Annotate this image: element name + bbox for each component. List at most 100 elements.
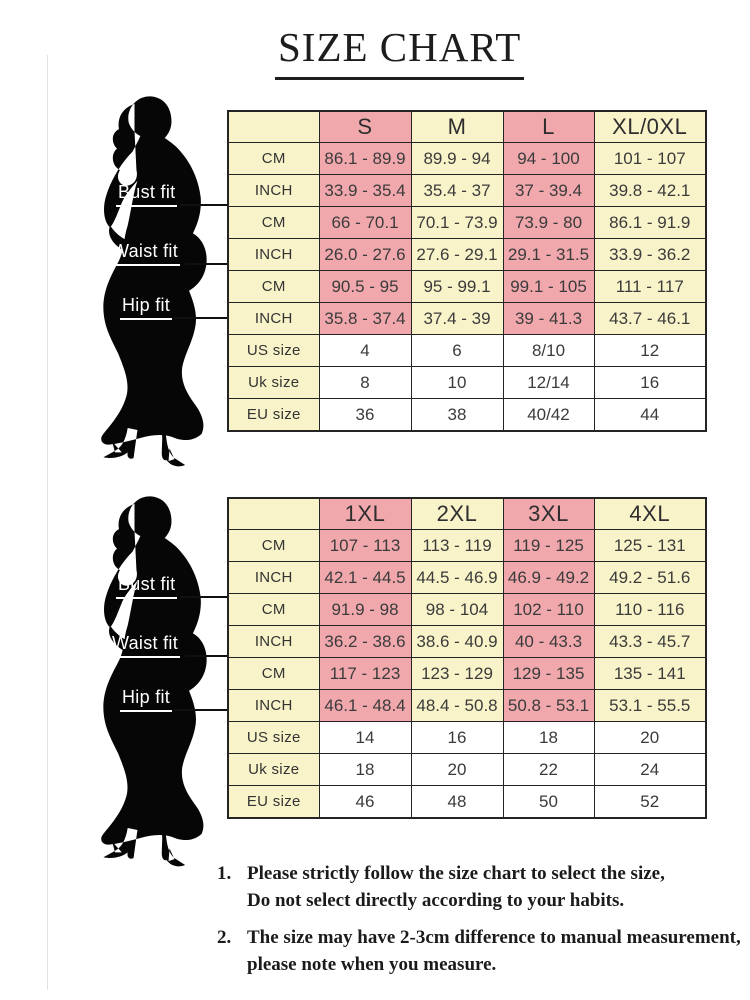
photo-edge-line: [47, 55, 48, 990]
size-value-cell: 40 - 43.3: [502, 625, 595, 658]
size-column-header: 2XL: [410, 497, 504, 530]
size-value-cell: 94 - 100: [502, 142, 595, 175]
size-value-cell: 46: [318, 785, 412, 819]
size-value-cell: 27.6 - 29.1: [410, 238, 504, 271]
table-row: INCH 36.2 - 38.6 38.6 - 40.9 40 - 43.3 43.3 …: [227, 625, 707, 658]
waist-fit-label: Waist fit: [110, 241, 181, 266]
hip-fit-label: Hip fit: [120, 687, 173, 712]
size-value-cell: 48.4 - 50.8: [410, 689, 504, 722]
table-row: CM 91.9 - 98 98 - 104 102 - 110 110 - 116: [227, 593, 707, 626]
size-value-cell: 107 - 113: [318, 529, 412, 562]
row-label: Uk size: [227, 366, 320, 399]
size-value-cell: 29.1 - 31.5: [502, 238, 595, 271]
row-label: CM: [227, 142, 320, 175]
table-row: Uk size 8 10 12/14 16: [227, 366, 707, 399]
size-value-cell: 10: [410, 366, 504, 399]
size-value-cell: 24: [593, 753, 707, 786]
size-column-header: M: [410, 110, 504, 143]
table-row: EU size 36 38 40/42 44: [227, 398, 707, 432]
corner-cell: [227, 110, 320, 143]
row-label: CM: [227, 657, 320, 690]
size-value-cell: 39.8 - 42.1: [593, 174, 707, 207]
table-row: INCH 33.9 - 35.4 35.4 - 37 37 - 39.4 39.8 - …: [227, 174, 707, 207]
size-value-cell: 37 - 39.4: [502, 174, 595, 207]
table-row: INCH 46.1 - 48.4 48.4 - 50.8 50.8 - 53.1 53.…: [227, 689, 707, 722]
size-value-cell: 36.2 - 38.6: [318, 625, 412, 658]
size-value-cell: 26.0 - 27.6: [318, 238, 412, 271]
size-value-cell: 35.4 - 37: [410, 174, 504, 207]
size-column-header: 4XL: [593, 497, 707, 530]
size-column-header: L: [502, 110, 595, 143]
size-value-cell: 12/14: [502, 366, 595, 399]
row-label: CM: [227, 529, 320, 562]
size-value-cell: 135 - 141: [593, 657, 707, 690]
size-value-cell: 123 - 129: [410, 657, 504, 690]
size-value-cell: 52: [593, 785, 707, 819]
size-value-cell: 46.1 - 48.4: [318, 689, 412, 722]
size-table-plus: 1XL 2XL 3XL 4XL CM 107 - 113 113 - 119 119 …: [227, 497, 707, 819]
size-value-cell: 43.7 - 46.1: [593, 302, 707, 335]
row-label: INCH: [227, 174, 320, 207]
size-value-cell: 22: [502, 753, 595, 786]
size-value-cell: 20: [593, 721, 707, 754]
size-value-cell: 125 - 131: [593, 529, 707, 562]
row-label: US size: [227, 721, 320, 754]
table-row: CM 86.1 - 89.9 89.9 - 94 94 - 100 101 - 107: [227, 142, 707, 175]
row-label: US size: [227, 334, 320, 367]
waist-fit-line: [185, 263, 227, 265]
size-value-cell: 53.1 - 55.5: [593, 689, 707, 722]
size-column-header: XL/0XL: [593, 110, 707, 143]
page-title: SIZE CHART: [275, 27, 525, 80]
row-label: EU size: [227, 785, 320, 819]
notes-section: 1. Please strictly follow the size chart…: [217, 860, 742, 988]
size-value-cell: 73.9 - 80: [502, 206, 595, 239]
size-value-cell: 8: [318, 366, 412, 399]
table-row: US size 14 16 18 20: [227, 721, 707, 754]
table-row: INCH 35.8 - 37.4 37.4 - 39 39 - 41.3 43.7 - …: [227, 302, 707, 335]
table-row: INCH 26.0 - 27.6 27.6 - 29.1 29.1 - 31.5 33.…: [227, 238, 707, 271]
size-value-cell: 86.1 - 89.9: [318, 142, 412, 175]
size-value-cell: 16: [410, 721, 504, 754]
size-value-cell: 111 - 117: [593, 270, 707, 303]
table-row: INCH 42.1 - 44.5 44.5 - 46.9 46.9 - 49.2 49.…: [227, 561, 707, 594]
row-label: INCH: [227, 238, 320, 271]
note-item: 2. The size may have 2-3cm difference to…: [217, 924, 742, 978]
waist-fit-line: [185, 655, 227, 657]
size-value-cell: 36: [318, 398, 412, 432]
size-value-cell: 102 - 110: [502, 593, 595, 626]
size-value-cell: 38: [410, 398, 504, 432]
size-header-row: S M L XL/0XL: [227, 110, 707, 143]
size-value-cell: 98 - 104: [410, 593, 504, 626]
bust-fit-line: [180, 596, 227, 598]
size-value-cell: 4: [318, 334, 412, 367]
hip-fit-label: Hip fit: [120, 295, 173, 320]
table-row: CM 117 - 123 123 - 129 129 - 135 135 - 141: [227, 657, 707, 690]
size-value-cell: 37.4 - 39: [410, 302, 504, 335]
size-column-header: S: [318, 110, 412, 143]
table-row: Uk size 18 20 22 24: [227, 753, 707, 786]
size-value-cell: 89.9 - 94: [410, 142, 504, 175]
size-value-cell: 119 - 125: [502, 529, 595, 562]
size-value-cell: 48: [410, 785, 504, 819]
note-text: The size may have 2-3cm difference to ma…: [247, 927, 741, 975]
size-value-cell: 95 - 99.1: [410, 270, 504, 303]
table-row: CM 66 - 70.1 70.1 - 73.9 73.9 - 80 86.1 - 91…: [227, 206, 707, 239]
size-value-cell: 117 - 123: [318, 657, 412, 690]
table-row: CM 90.5 - 95 95 - 99.1 99.1 - 105 111 - 117: [227, 270, 707, 303]
size-value-cell: 14: [318, 721, 412, 754]
table-row: EU size 46 48 50 52: [227, 785, 707, 819]
table-row: CM 107 - 113 113 - 119 119 - 125 125 - 131: [227, 529, 707, 562]
size-column-header: 1XL: [318, 497, 412, 530]
row-label: EU size: [227, 398, 320, 432]
size-value-cell: 90.5 - 95: [318, 270, 412, 303]
size-header-row: 1XL 2XL 3XL 4XL: [227, 497, 707, 530]
size-value-cell: 113 - 119: [410, 529, 504, 562]
note-number: 1.: [217, 863, 232, 884]
size-value-cell: 20: [410, 753, 504, 786]
note-text: Please strictly follow the size chart to…: [247, 863, 665, 911]
hip-fit-line: [174, 317, 227, 319]
size-value-cell: 101 - 107: [593, 142, 707, 175]
size-value-cell: 6: [410, 334, 504, 367]
row-label: INCH: [227, 302, 320, 335]
